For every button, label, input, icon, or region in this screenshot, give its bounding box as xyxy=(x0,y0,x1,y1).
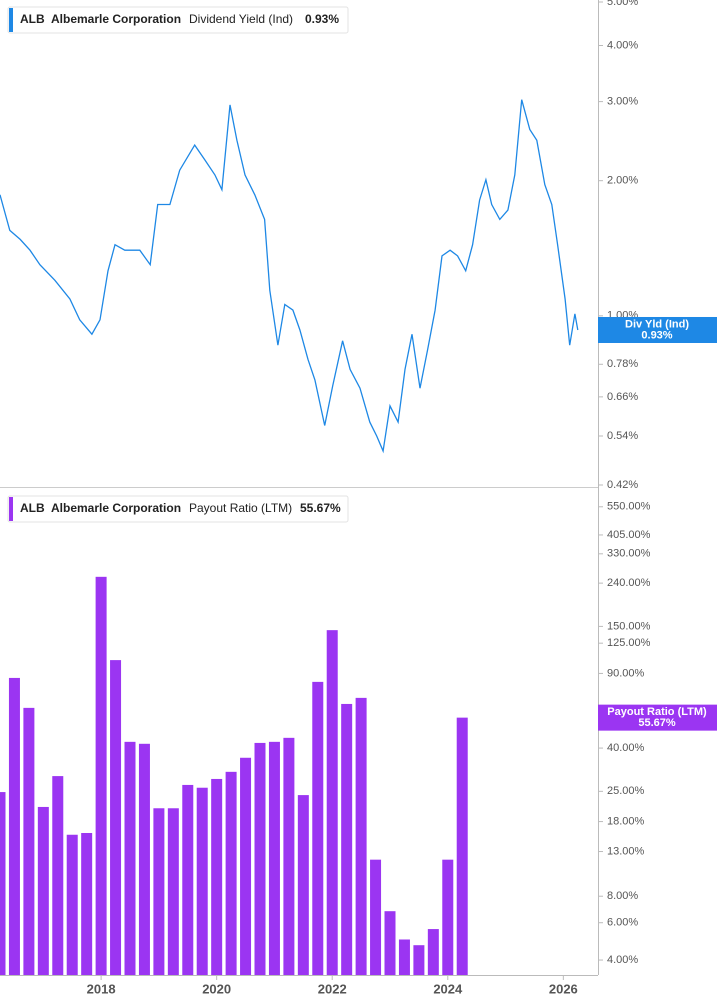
y-tick-label: 4.00% xyxy=(607,954,638,966)
bar xyxy=(254,742,266,975)
x-tick-label: 2026 xyxy=(549,981,578,996)
badge-title: Payout Ratio (LTM) xyxy=(607,706,707,718)
y-tick-label: 330.00% xyxy=(607,548,651,560)
bar xyxy=(23,707,35,975)
y-tick-label: 3.00% xyxy=(607,96,638,108)
legend-company: Albemarle Corporation xyxy=(51,12,181,26)
y-tick-label: 25.00% xyxy=(607,785,645,797)
bar xyxy=(456,717,468,975)
y-tick-label: 0.54% xyxy=(607,430,638,442)
y-tick-label: 240.00% xyxy=(607,577,651,589)
legend-box xyxy=(7,495,349,523)
bar xyxy=(211,778,223,975)
legend-swatch xyxy=(9,8,13,32)
bar xyxy=(341,703,353,975)
bar xyxy=(384,911,396,975)
bar xyxy=(355,697,367,975)
y-tick-label: 13.00% xyxy=(607,845,645,857)
y-tick-label: 90.00% xyxy=(607,667,645,679)
line xyxy=(0,99,579,454)
y-tick-label: 18.00% xyxy=(607,815,645,827)
bar xyxy=(297,795,309,975)
y-tick-label: 550.00% xyxy=(607,501,651,513)
y-tick-label: 8.00% xyxy=(607,890,638,902)
bar xyxy=(167,808,179,975)
legend-company: Albemarle Corporation xyxy=(51,501,181,515)
bar xyxy=(52,776,64,975)
value-badge xyxy=(598,316,717,343)
bar xyxy=(8,677,20,975)
y-tick-label: 2.00% xyxy=(607,175,638,187)
legend-swatch xyxy=(9,497,13,521)
bar xyxy=(138,743,150,975)
bar xyxy=(124,741,136,975)
x-tick-label: 2018 xyxy=(87,981,116,996)
y-tick-label: 150.00% xyxy=(607,620,651,632)
legend-series: Dividend Yield (Ind) xyxy=(189,12,293,26)
x-tick-label: 2024 xyxy=(433,981,463,996)
y-tick-label: 405.00% xyxy=(607,529,651,541)
bar xyxy=(326,630,338,975)
bar xyxy=(413,945,425,975)
bar xyxy=(283,737,295,975)
bar xyxy=(153,808,165,975)
bar xyxy=(312,681,324,975)
bar xyxy=(196,787,208,975)
y-tick-label: 6.00% xyxy=(607,917,638,929)
legend-box xyxy=(7,6,349,34)
bar xyxy=(182,784,194,975)
y-tick-label: 4.00% xyxy=(607,39,638,51)
badge-title: Div Yld (Ind) xyxy=(625,318,689,330)
bar xyxy=(240,757,252,975)
bar xyxy=(398,939,410,975)
legend-ticker: ALB xyxy=(20,12,45,26)
bar xyxy=(81,832,93,975)
y-tick-label: 40.00% xyxy=(607,742,645,754)
bar xyxy=(225,771,237,975)
legend-value: 0.93% xyxy=(305,12,339,26)
badge-value: 0.93% xyxy=(641,329,672,341)
bar xyxy=(95,576,107,975)
y-tick-label: 0.78% xyxy=(607,358,638,370)
bar xyxy=(442,859,454,975)
y-tick-label: 5.00% xyxy=(607,0,638,8)
bar xyxy=(66,834,78,975)
bar xyxy=(110,660,122,975)
y-tick-label: 0.66% xyxy=(607,391,638,403)
bar xyxy=(0,792,6,975)
bar xyxy=(370,859,382,975)
badge-value: 55.67% xyxy=(638,717,676,729)
bar xyxy=(37,806,49,975)
x-tick-label: 2020 xyxy=(202,981,231,996)
bar xyxy=(427,929,439,975)
legend-ticker: ALB xyxy=(20,501,45,515)
x-tick-label: 2022 xyxy=(318,981,347,996)
legend-value: 55.67% xyxy=(300,501,341,515)
y-tick-label: 0.42% xyxy=(607,479,638,491)
legend-series: Payout Ratio (LTM) xyxy=(189,501,292,515)
y-tick-label: 125.00% xyxy=(607,637,651,649)
bar xyxy=(268,741,280,975)
value-badge xyxy=(598,704,717,731)
